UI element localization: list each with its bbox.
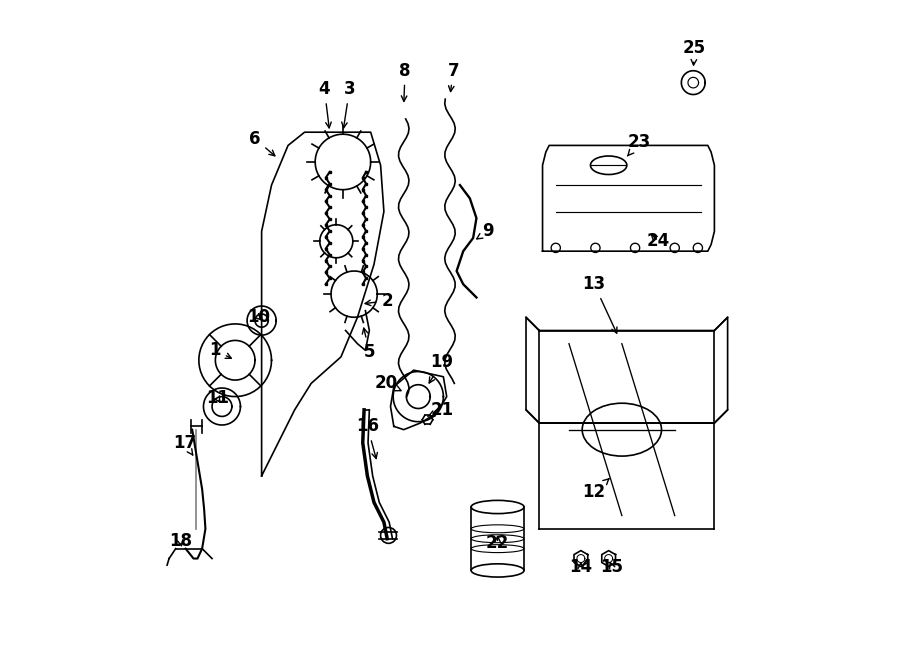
Text: 8: 8 [400,61,410,101]
Text: 12: 12 [582,479,609,502]
Text: 25: 25 [683,38,706,65]
Text: 5: 5 [363,328,375,361]
Text: 3: 3 [342,80,356,128]
Text: 7: 7 [447,61,459,92]
Text: 14: 14 [570,558,592,576]
Text: 9: 9 [477,222,494,241]
Text: 2: 2 [365,292,393,310]
Text: 23: 23 [627,133,652,156]
Text: 16: 16 [356,417,379,459]
Text: 6: 6 [249,130,274,156]
Text: 22: 22 [486,534,509,553]
Text: 24: 24 [646,232,670,251]
Text: 20: 20 [374,374,401,393]
Text: 15: 15 [600,558,624,576]
Text: 10: 10 [247,308,270,327]
Text: 19: 19 [429,353,454,383]
Text: 4: 4 [319,80,331,128]
Text: 21: 21 [428,401,454,419]
Text: 1: 1 [210,341,231,360]
Text: 11: 11 [206,389,229,407]
Text: 17: 17 [173,434,196,455]
Text: 18: 18 [169,531,192,550]
Text: 13: 13 [582,275,617,333]
